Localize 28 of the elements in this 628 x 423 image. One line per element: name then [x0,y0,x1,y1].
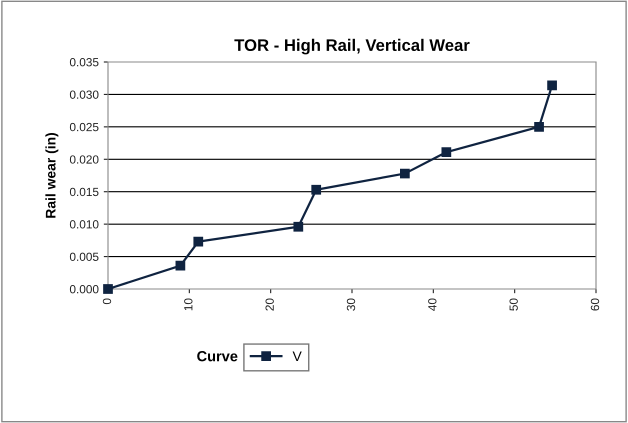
point [103,284,113,294]
legend-title: Curve [197,351,238,362]
y-tick-label: 0.015 [70,188,98,196]
x-tick-label: 40 [428,298,436,311]
point [311,184,322,195]
y-tick-label: 0.030 [70,90,99,99]
point [176,260,186,271]
point [400,168,410,178]
x-tick-label: 0 [102,298,112,304]
y-tick-label: 0.000 [70,285,99,294]
x-tick-label: 50 [509,298,518,311]
chart-title: TOR - High Rail, Vertical Wear [234,38,470,54]
y-axis-title: Rail wear (in) [45,132,58,218]
x-tick-label: 60 [590,298,600,311]
x-tick-label: 10 [184,298,192,310]
point [441,147,452,158]
y-tick-label: 0.020 [70,155,99,164]
legend-label: V [292,351,302,362]
x-tick-label: 20 [265,298,274,311]
x-tick-label: 30 [346,298,356,311]
y-tick-label: 0.010 [70,220,99,229]
point [193,236,204,247]
y-tick-label: 0.025 [70,122,98,132]
point [534,122,544,132]
point [547,80,557,90]
point [293,222,304,232]
y-tick-label: 0.005 [70,252,98,261]
y-tick-label: 0.035 [70,58,98,66]
